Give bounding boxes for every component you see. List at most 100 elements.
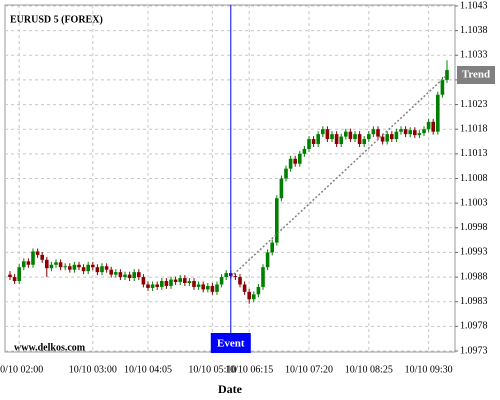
candle-body bbox=[307, 139, 311, 149]
candle-body bbox=[58, 262, 63, 268]
x-tick-label: 10/10 08:25 bbox=[345, 364, 393, 375]
candle-body bbox=[224, 273, 228, 278]
event-label-box bbox=[210, 333, 251, 353]
candle-body bbox=[201, 284, 205, 290]
candle-body bbox=[403, 129, 408, 135]
candle-body bbox=[22, 261, 26, 268]
candle-body bbox=[8, 274, 12, 278]
y-tick-label: 1.1043 bbox=[460, 0, 488, 11]
event-label: Event bbox=[217, 338, 245, 350]
candle-body bbox=[95, 267, 100, 273]
y-tick-label: 1.1008 bbox=[460, 173, 488, 184]
candle-body bbox=[31, 251, 35, 265]
candle-body bbox=[100, 266, 104, 273]
candle-body bbox=[91, 264, 95, 268]
candle-body bbox=[334, 134, 339, 144]
candle-body bbox=[261, 267, 265, 287]
candle-body bbox=[426, 121, 431, 130]
x-tick-label: 10/10 07:20 bbox=[285, 364, 333, 375]
candle-body bbox=[196, 284, 201, 287]
candle-body bbox=[169, 279, 173, 286]
candle-body bbox=[114, 272, 118, 275]
candle-body bbox=[45, 259, 49, 269]
candle-body bbox=[68, 266, 72, 270]
candle-body bbox=[183, 278, 187, 283]
candle-body bbox=[353, 134, 357, 140]
candle-body bbox=[178, 278, 182, 283]
candle-body bbox=[431, 121, 435, 132]
candle-body bbox=[265, 252, 270, 268]
trend-label: Trend bbox=[462, 69, 490, 81]
candle-body bbox=[123, 274, 127, 278]
candle-body bbox=[215, 284, 219, 292]
candle-body bbox=[288, 158, 293, 169]
candle-body bbox=[118, 272, 123, 278]
candle-body bbox=[81, 267, 86, 272]
candle-body bbox=[385, 134, 389, 142]
candle-body bbox=[284, 168, 288, 179]
candle-body bbox=[233, 276, 238, 278]
candle-body bbox=[72, 264, 77, 270]
candle-body bbox=[380, 136, 385, 142]
candle-body bbox=[252, 294, 256, 300]
candle-body bbox=[160, 281, 164, 287]
y-tick-label: 1.1018 bbox=[460, 124, 488, 135]
candle-body bbox=[63, 266, 67, 268]
candle-body bbox=[192, 281, 196, 287]
candle-body bbox=[210, 285, 215, 292]
chart-title: EURUSD 5 (FOREX) bbox=[10, 14, 103, 25]
candle-body bbox=[330, 134, 334, 140]
candle-body bbox=[275, 198, 279, 243]
candle-body bbox=[247, 291, 251, 300]
candle-body bbox=[206, 285, 210, 290]
x-tick-label: 10/10 06:15 bbox=[225, 364, 273, 375]
y-tick-label: 1.0998 bbox=[460, 222, 488, 233]
candle-body bbox=[408, 130, 412, 135]
candle-body bbox=[348, 131, 353, 140]
candle-body bbox=[132, 272, 136, 279]
y-tick-label: 1.1038 bbox=[460, 25, 488, 36]
candle-body bbox=[293, 158, 297, 164]
candle-body bbox=[12, 277, 17, 282]
x-tick-label: 10/10 03:00 bbox=[69, 364, 117, 375]
candle-body bbox=[49, 264, 54, 269]
candle-body bbox=[146, 284, 150, 288]
candle-body bbox=[302, 148, 307, 154]
candle-body bbox=[17, 267, 21, 282]
y-tick-label: 1.0978 bbox=[460, 321, 488, 332]
candle-body bbox=[325, 129, 330, 140]
candle-body bbox=[344, 131, 348, 137]
candle-body bbox=[279, 178, 284, 199]
x-tick-label: 10/10 05:10 bbox=[188, 364, 236, 375]
trend-line bbox=[230, 74, 448, 278]
candle-body bbox=[77, 264, 81, 268]
y-tick-label: 1.1033 bbox=[460, 50, 488, 61]
candle-body bbox=[127, 274, 132, 279]
candle-body bbox=[173, 279, 178, 283]
y-tick-label: 1.0983 bbox=[460, 296, 488, 307]
candle-body bbox=[413, 130, 417, 136]
candle-body bbox=[311, 139, 316, 144]
candle-body bbox=[390, 134, 394, 140]
y-tick-label: 1.0993 bbox=[460, 247, 488, 258]
candle-body bbox=[109, 269, 113, 275]
candle-body bbox=[371, 129, 376, 135]
candle-body bbox=[155, 284, 159, 287]
candle-body bbox=[256, 286, 261, 295]
x-tick-label: 10/10 09:30 bbox=[405, 364, 453, 375]
candle-body bbox=[86, 264, 90, 272]
candle-body bbox=[440, 79, 445, 95]
trend-label-box bbox=[457, 65, 495, 84]
candle-body bbox=[104, 266, 109, 270]
x-axis-label: Date bbox=[218, 382, 243, 396]
candle-body bbox=[242, 284, 247, 292]
candle-body bbox=[219, 277, 224, 285]
candle-body bbox=[150, 284, 155, 288]
candle-body bbox=[298, 153, 302, 164]
candle-body bbox=[339, 136, 343, 144]
candle-body bbox=[316, 134, 320, 144]
candle-body bbox=[357, 134, 362, 144]
candle-body bbox=[376, 129, 380, 137]
